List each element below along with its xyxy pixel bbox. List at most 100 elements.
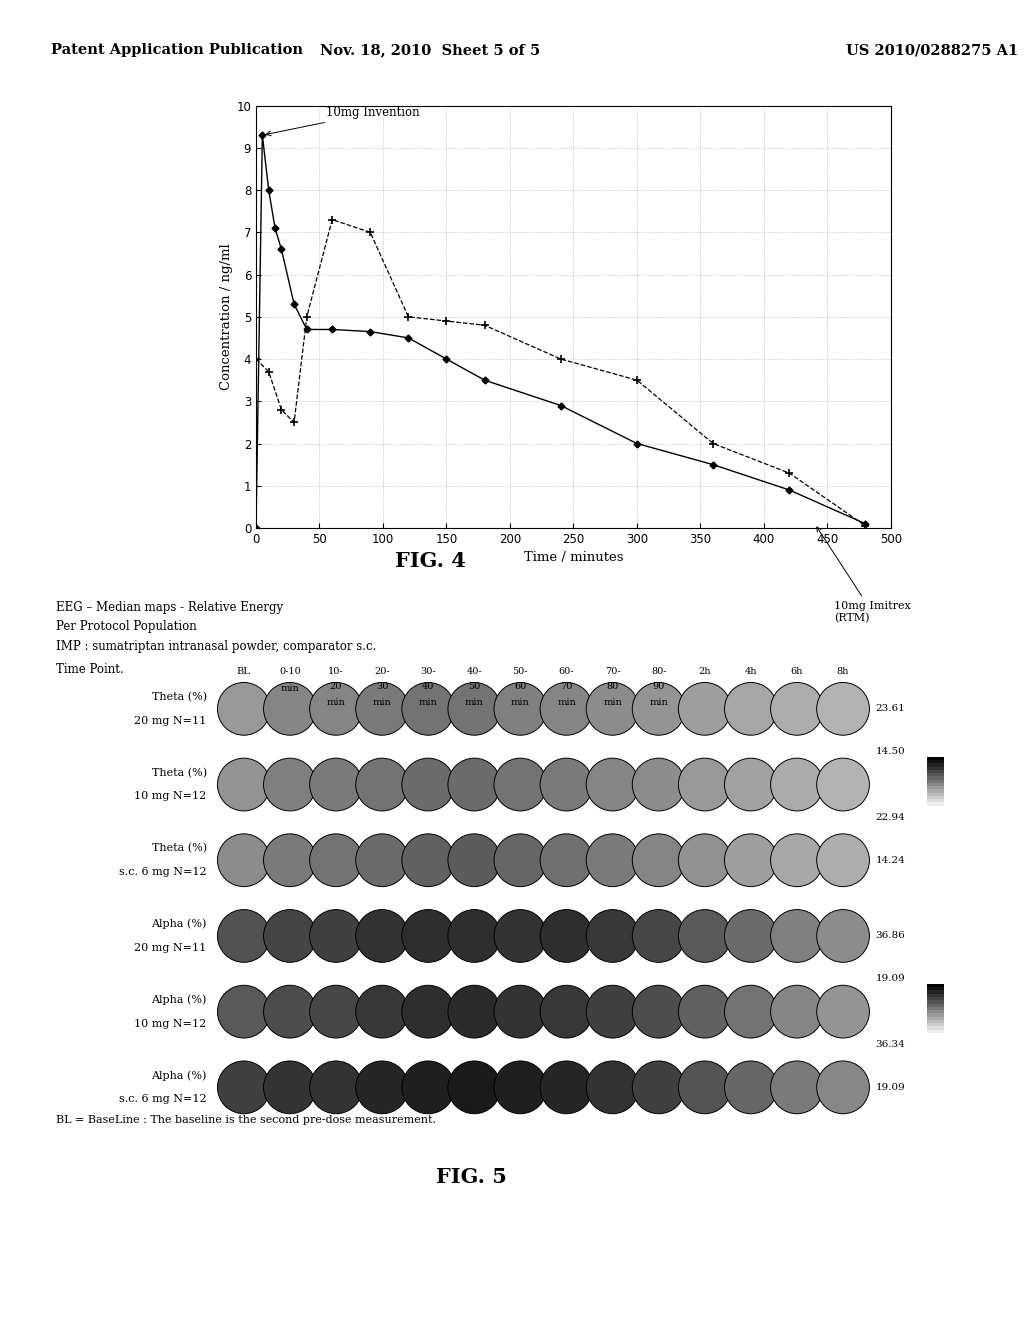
Ellipse shape xyxy=(263,758,316,810)
Ellipse shape xyxy=(586,834,639,887)
Text: EEG – Median maps - Relative Energy: EEG – Median maps - Relative Energy xyxy=(56,601,284,614)
Ellipse shape xyxy=(217,834,270,887)
Text: 10mg Invention: 10mg Invention xyxy=(266,106,420,136)
Bar xyxy=(928,792,944,796)
Bar xyxy=(928,1003,944,1007)
Ellipse shape xyxy=(309,834,362,887)
Text: 30: 30 xyxy=(376,682,388,692)
Text: 19.09: 19.09 xyxy=(876,1082,905,1092)
Ellipse shape xyxy=(217,1061,270,1114)
Ellipse shape xyxy=(540,758,593,810)
Ellipse shape xyxy=(355,834,409,887)
Text: Alpha (%): Alpha (%) xyxy=(152,1071,207,1081)
Bar xyxy=(928,1016,944,1020)
Bar xyxy=(928,767,944,770)
Text: 70-: 70- xyxy=(605,667,621,676)
Text: 23.61: 23.61 xyxy=(876,705,905,713)
Text: 10 mg N=12: 10 mg N=12 xyxy=(134,792,207,801)
Text: min: min xyxy=(511,698,529,708)
Text: 90: 90 xyxy=(652,682,665,692)
Ellipse shape xyxy=(678,1061,731,1114)
Text: 10-: 10- xyxy=(329,667,344,676)
Ellipse shape xyxy=(771,682,823,735)
Ellipse shape xyxy=(401,909,455,962)
Text: 22.94: 22.94 xyxy=(876,813,905,822)
Text: 10mg Imitrex
(RTM): 10mg Imitrex (RTM) xyxy=(817,527,910,623)
Ellipse shape xyxy=(678,682,731,735)
Text: Alpha (%): Alpha (%) xyxy=(152,994,207,1005)
Text: 50-: 50- xyxy=(513,667,528,676)
Ellipse shape xyxy=(586,985,639,1038)
Text: 30-: 30- xyxy=(421,667,436,676)
Text: 20 mg N=11: 20 mg N=11 xyxy=(134,942,207,953)
Ellipse shape xyxy=(586,909,639,962)
Ellipse shape xyxy=(494,985,547,1038)
Ellipse shape xyxy=(725,909,777,962)
Text: 20: 20 xyxy=(330,682,342,692)
Ellipse shape xyxy=(540,682,593,735)
Ellipse shape xyxy=(817,758,869,810)
Ellipse shape xyxy=(355,682,409,735)
Bar xyxy=(928,789,944,793)
Ellipse shape xyxy=(725,834,777,887)
Ellipse shape xyxy=(817,834,869,887)
Text: 4h: 4h xyxy=(744,667,757,676)
Text: min: min xyxy=(281,684,299,693)
Ellipse shape xyxy=(447,985,501,1038)
Ellipse shape xyxy=(217,682,270,735)
Text: s.c. 6 mg N=12: s.c. 6 mg N=12 xyxy=(119,1094,207,1105)
Bar xyxy=(928,1014,944,1016)
Text: 36.86: 36.86 xyxy=(876,932,905,940)
Bar xyxy=(928,780,944,783)
Text: 60: 60 xyxy=(514,682,526,692)
Ellipse shape xyxy=(586,682,639,735)
X-axis label: Time / minutes: Time / minutes xyxy=(523,552,624,565)
Ellipse shape xyxy=(355,758,409,810)
Ellipse shape xyxy=(447,1061,501,1114)
Ellipse shape xyxy=(817,985,869,1038)
Ellipse shape xyxy=(725,1061,777,1114)
Ellipse shape xyxy=(401,1061,455,1114)
Ellipse shape xyxy=(632,758,685,810)
Bar xyxy=(928,983,944,987)
Ellipse shape xyxy=(447,909,501,962)
Bar xyxy=(928,803,944,805)
Ellipse shape xyxy=(401,682,455,735)
Ellipse shape xyxy=(540,985,593,1038)
Text: Nov. 18, 2010  Sheet 5 of 5: Nov. 18, 2010 Sheet 5 of 5 xyxy=(319,44,541,57)
Ellipse shape xyxy=(217,758,270,810)
Text: Per Protocol Population: Per Protocol Population xyxy=(56,620,197,634)
Ellipse shape xyxy=(309,985,362,1038)
Text: IMP : sumatriptan intranasal powder, comparator s.c.: IMP : sumatriptan intranasal powder, com… xyxy=(56,640,377,653)
Ellipse shape xyxy=(494,834,547,887)
Ellipse shape xyxy=(263,682,316,735)
Text: min: min xyxy=(603,698,622,708)
Text: 36.34: 36.34 xyxy=(876,1040,905,1049)
Ellipse shape xyxy=(401,834,455,887)
Bar xyxy=(928,763,944,767)
Text: 0-10: 0-10 xyxy=(280,667,301,676)
Text: 8h: 8h xyxy=(837,667,849,676)
Text: min: min xyxy=(557,698,575,708)
Bar xyxy=(928,1032,944,1036)
Ellipse shape xyxy=(771,758,823,810)
Ellipse shape xyxy=(494,909,547,962)
Text: min: min xyxy=(465,698,483,708)
Ellipse shape xyxy=(263,909,316,962)
Bar xyxy=(928,1007,944,1010)
Ellipse shape xyxy=(817,1061,869,1114)
Text: 50: 50 xyxy=(468,682,480,692)
Ellipse shape xyxy=(540,909,593,962)
Text: 14.50: 14.50 xyxy=(876,747,905,756)
Ellipse shape xyxy=(309,758,362,810)
Bar xyxy=(928,1019,944,1023)
Text: Theta (%): Theta (%) xyxy=(152,843,207,854)
Ellipse shape xyxy=(447,682,501,735)
Text: 14.24: 14.24 xyxy=(876,855,905,865)
Text: 40-: 40- xyxy=(467,667,482,676)
Text: Theta (%): Theta (%) xyxy=(152,692,207,702)
Ellipse shape xyxy=(632,909,685,962)
Bar xyxy=(928,1026,944,1030)
Text: Time Point.: Time Point. xyxy=(56,663,124,676)
Ellipse shape xyxy=(309,909,362,962)
